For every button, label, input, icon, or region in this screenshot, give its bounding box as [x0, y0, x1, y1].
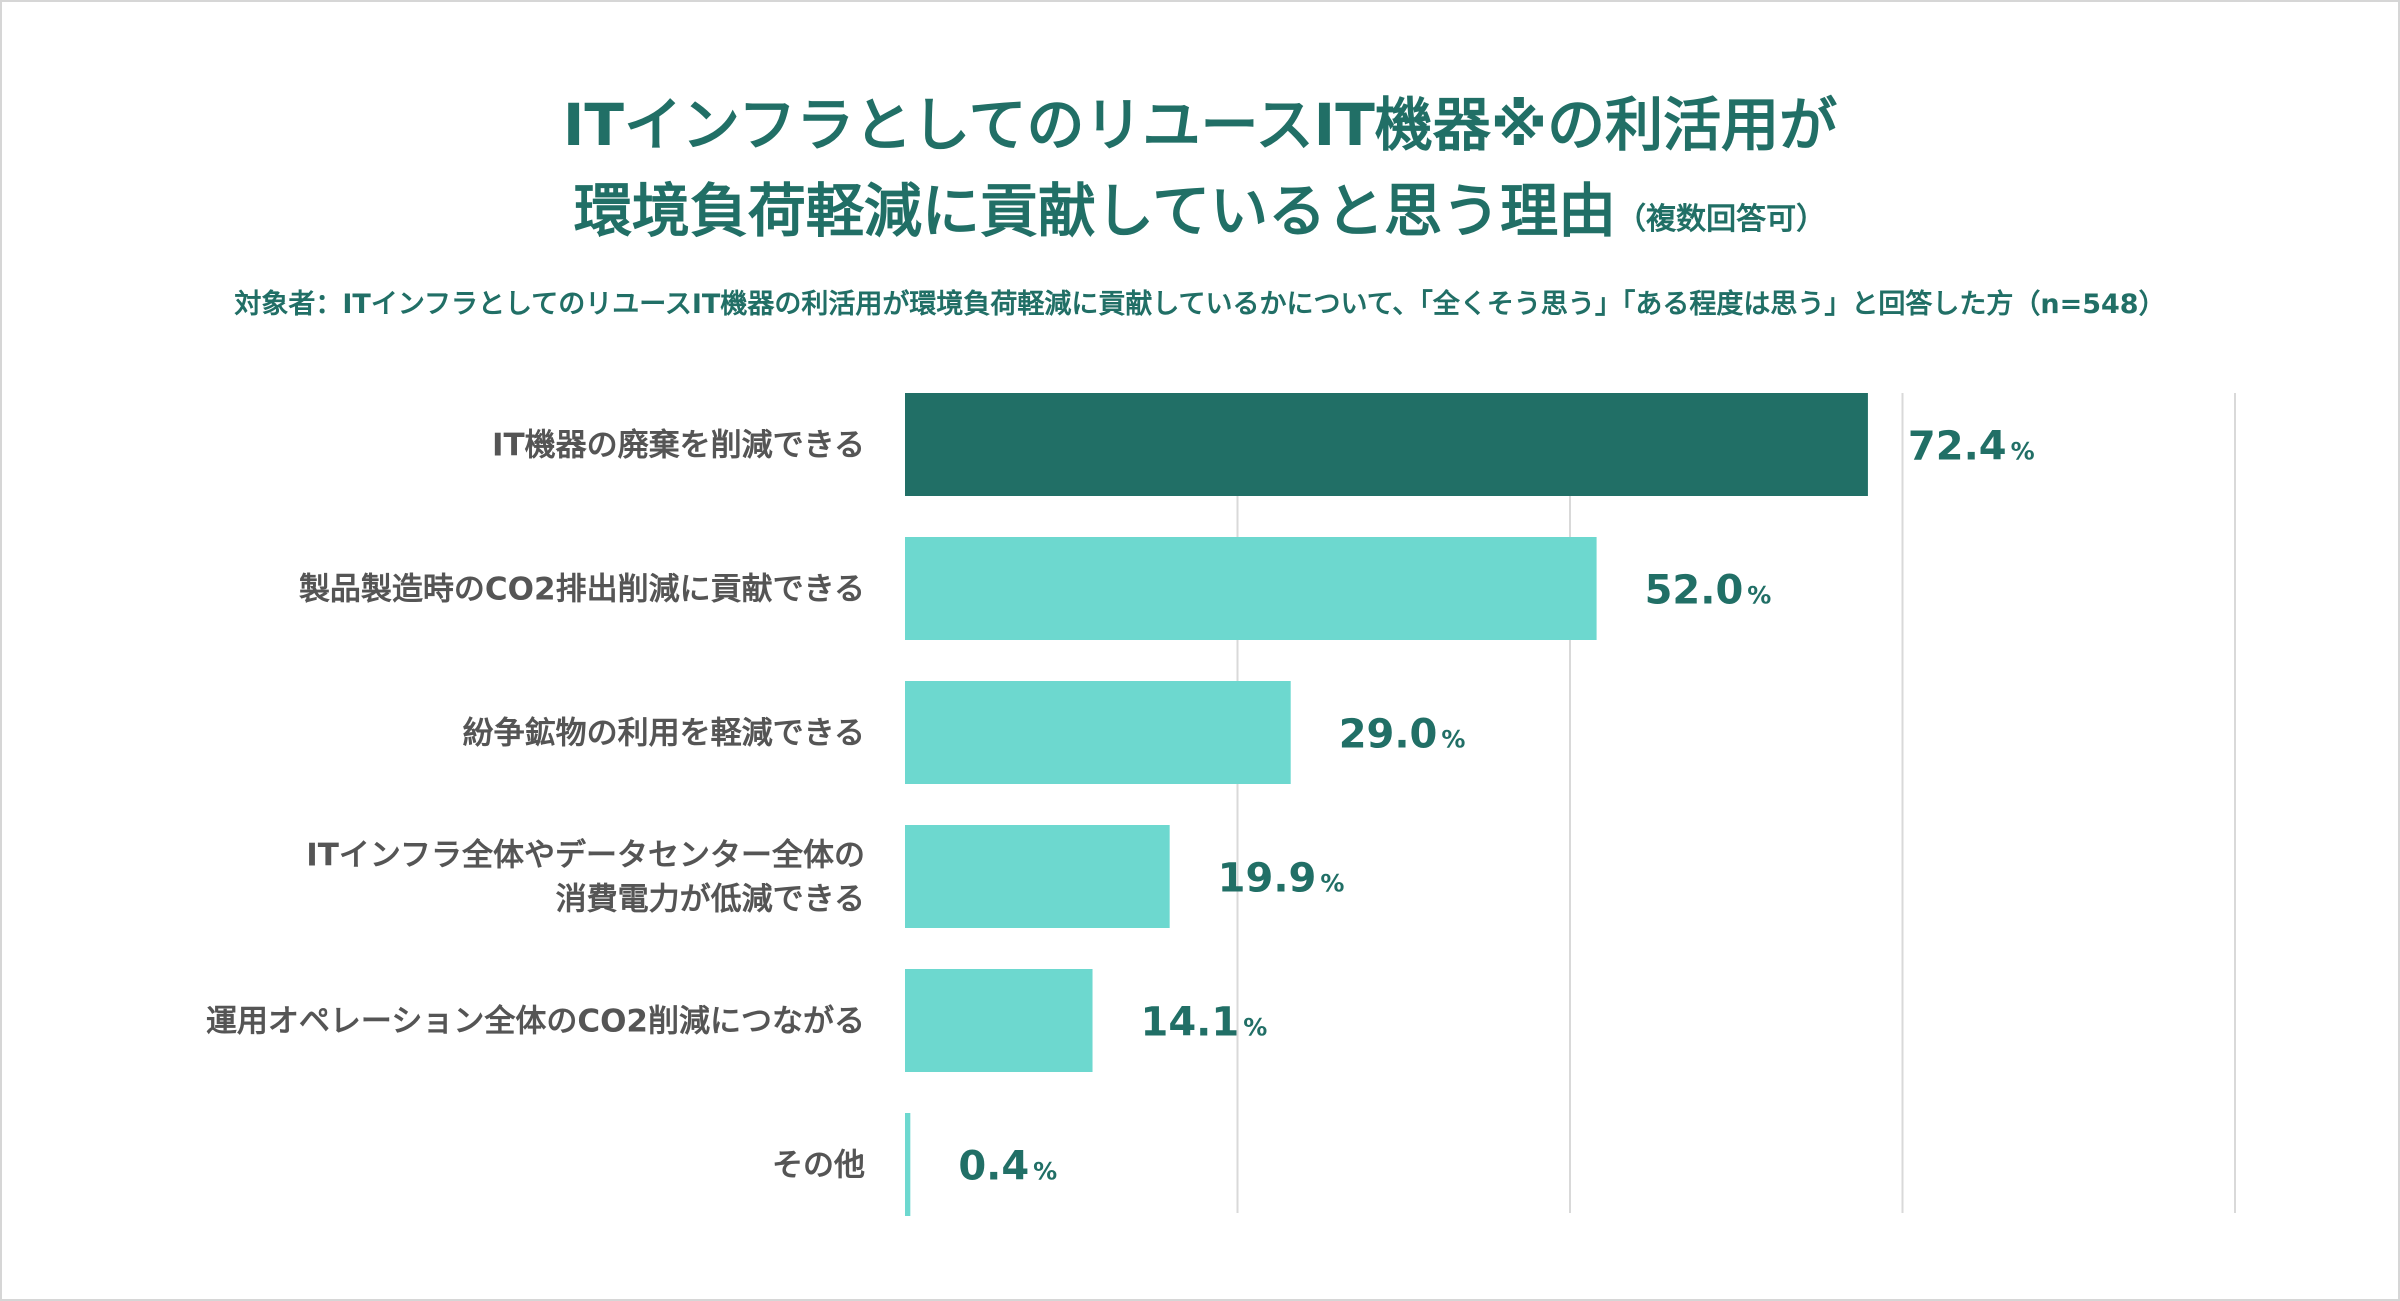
bar-1	[905, 393, 1868, 496]
chart-title-line1: ITインフラとしてのリユースIT機器※の利活用が	[0, 92, 2400, 159]
bar-5	[905, 969, 1093, 1072]
title-note: （複数回答可）	[1616, 202, 1827, 237]
value-label-3: 29.0%	[1339, 712, 1466, 758]
title-line2-text: 環境負荷軽減に貢献していると思う理由	[573, 177, 1617, 245]
bar-4	[905, 825, 1170, 928]
bar-6	[905, 1113, 911, 1216]
bar-3	[905, 681, 1291, 784]
value-label-6: 0.4%	[958, 1144, 1057, 1190]
value-label-1: 72.4%	[1908, 424, 2035, 470]
category-label-4: ITインフラ全体やデータセンター全体の消費電力が低減できる	[306, 838, 865, 918]
category-label-5: 運用オペレーション全体のCO2削減につながる	[206, 1004, 865, 1040]
category-label-1: IT機器の廃棄を削減できる	[492, 428, 865, 464]
value-label-4: 19.9%	[1218, 856, 1345, 902]
value-label-2: 52.0%	[1645, 568, 1772, 614]
category-label-3: 紛争鉱物の利用を軽減できる	[463, 716, 865, 752]
chart-title-line2: 環境負荷軽減に貢献していると思う理由（複数回答可）	[0, 178, 2400, 245]
value-label-5: 14.1%	[1141, 1000, 1268, 1046]
title-line1-text: ITインフラとしてのリユースIT機器※の利活用が	[562, 91, 1838, 159]
category-label-2: 製品製造時のCO2排出削減に貢献できる	[299, 572, 865, 608]
category-label-6: その他	[772, 1148, 865, 1184]
bar-2	[905, 537, 1597, 640]
chart-subtitle: 対象者：ITインフラとしてのリユースIT機器の利活用が環境負荷軽減に貢献している…	[234, 289, 2166, 320]
